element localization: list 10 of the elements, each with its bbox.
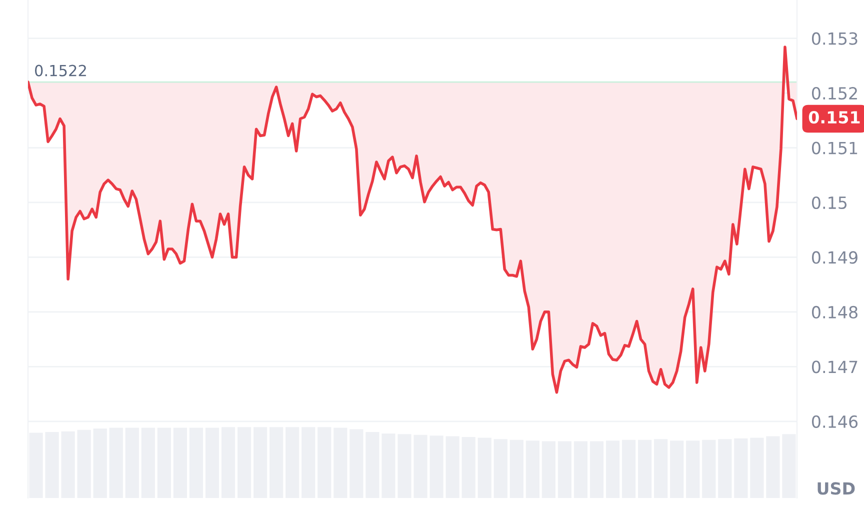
- y-tick-label: 0.149: [812, 251, 858, 264]
- y-tick-label: 0.147: [812, 360, 858, 374]
- ref-line-label: 0.1522: [35, 64, 86, 76]
- y-tick-label: 0.146: [812, 415, 858, 428]
- y-axis-title: USD: [818, 482, 855, 495]
- y-tick-label: 0.153: [812, 32, 858, 45]
- y-tick-label: 0.151: [812, 142, 858, 154]
- y-tick-label: 0.152: [812, 86, 857, 100]
- y-tick-label: 0.15: [812, 196, 847, 210]
- y-tick-label: 0.148: [812, 306, 858, 319]
